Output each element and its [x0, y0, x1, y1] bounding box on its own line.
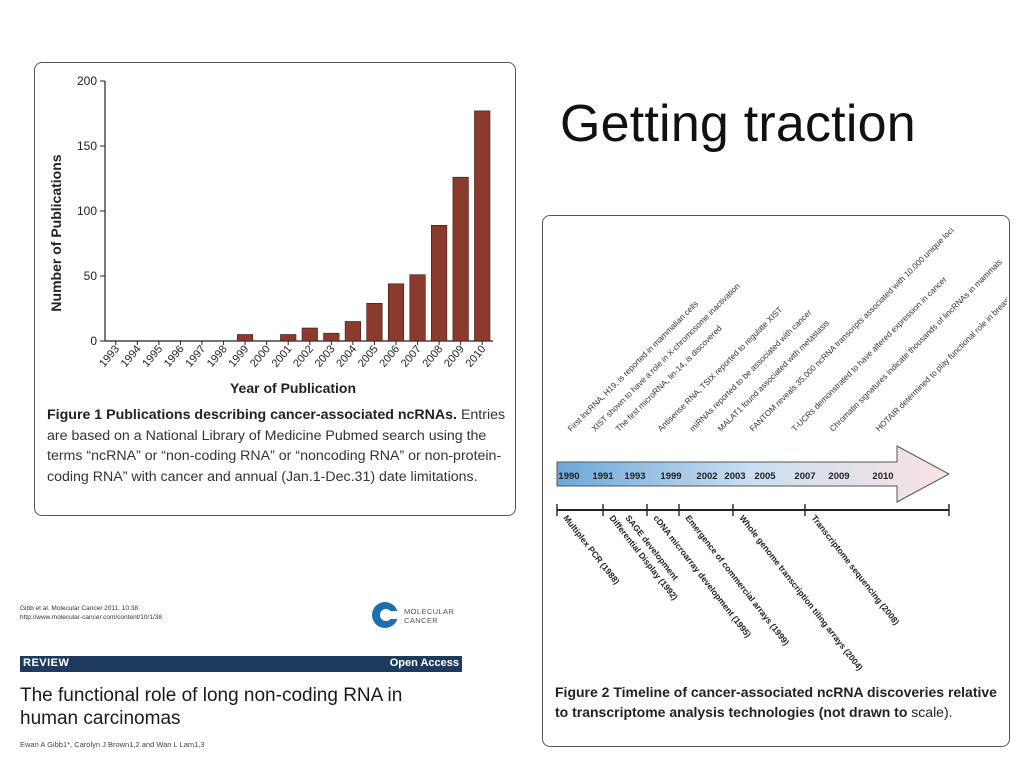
citation-line1: Gibb et al. Molecular Cancer 2011, 10:38	[20, 605, 139, 612]
journal-logo-icon	[372, 602, 400, 628]
bar-2006	[387, 283, 405, 342]
discovery-label: Chromatin signatures indicate thousands …	[828, 257, 1004, 433]
figure1-panel: Number of Publications Year of Publicati…	[34, 62, 516, 516]
timeline-year: 2007	[794, 471, 815, 482]
bar-2007	[409, 274, 426, 342]
timeline-discoveries: First lncRNA, H19, is reported in mammal…	[566, 226, 1007, 434]
y-axis-label: Number of Publications	[48, 154, 64, 311]
figure1-caption: Figure 1 Publications describing cancer-…	[47, 405, 507, 487]
y-tick-label: 100	[77, 204, 97, 218]
section-label: REVIEW	[23, 657, 70, 669]
x-tick-label: 2003	[313, 343, 338, 369]
x-tick-label: 2001	[270, 343, 295, 369]
bar-2010	[474, 110, 491, 342]
figure2-caption: Figure 2 Timeline of cancer-associated n…	[555, 682, 1003, 722]
x-tick-label: 1997	[183, 343, 208, 369]
timeline-year: 2005	[754, 471, 776, 482]
figure2-title: Timeline of cancer-associated ncRNA disc…	[555, 684, 997, 720]
article-title: The functional role of long non-coding R…	[20, 685, 403, 729]
journal-name-line1: MOLECULAR	[404, 607, 455, 616]
x-tick-label: 2000	[248, 343, 273, 369]
x-tick-label: 1996	[162, 343, 187, 369]
review-bar: REVIEW Open Access	[20, 656, 462, 672]
publications-bar-chart: Number of Publications Year of Publicati…	[48, 74, 493, 396]
bar-2003	[323, 332, 340, 342]
figure1-label: Figure 1	[47, 407, 103, 423]
x-tick-label: 2006	[377, 343, 402, 369]
bar-2004	[344, 321, 361, 342]
article-authors: Ewan A Gibb1*, Carolyn J Brown1,2 and Wa…	[20, 740, 205, 749]
x-tick-label: 2010	[464, 343, 489, 369]
bar-2002	[301, 327, 318, 342]
x-tick-label: 1995	[140, 343, 165, 369]
x-tick-label: 2005	[356, 343, 381, 369]
technology-label: Whole genome transcription tiling arrays…	[737, 513, 865, 672]
journal-name: MOLECULAR CANCER	[404, 607, 454, 625]
bar-2009	[452, 176, 469, 342]
timeline-arrow	[556, 445, 951, 503]
y-tick-label: 50	[84, 269, 98, 283]
discovery-label: miRNAs reported to be associated with ca…	[688, 308, 814, 434]
x-tick-label: 1999	[226, 343, 251, 369]
figure2-label: Figure 2	[555, 684, 610, 700]
bar-2005	[366, 303, 383, 342]
bar-2008	[431, 225, 448, 342]
x-axis-label: Year of Publication	[230, 380, 356, 396]
timeline-years: 1990 1991 1993 1999 2002 2003 2005 2007 2009 2010	[558, 471, 893, 482]
x-tick-label: 2008	[420, 343, 445, 369]
timeline-year: 2010	[872, 471, 893, 482]
journal-logo: MOLECULAR CANCER	[372, 600, 464, 632]
x-tick-label: 1994	[119, 343, 144, 369]
timeline-technologies: Multiplex PCR (1988)Differential Display…	[556, 504, 950, 672]
timeline-year: 1993	[624, 471, 645, 482]
chart-bars	[237, 110, 491, 342]
timeline-year: 1990	[558, 471, 579, 482]
bar-1999	[237, 334, 254, 342]
discovery-label: T-UCRs demonstrated to have altered expr…	[790, 275, 949, 434]
bar-2001	[280, 334, 297, 342]
citation: Gibb et al. Molecular Cancer 2011, 10:38…	[20, 604, 162, 622]
ncrna-timeline: 1990 1991 1993 1999 2002 2003 2005 2007 2009 2010…	[556, 226, 1007, 672]
figure2-title-end: scale).	[911, 704, 953, 720]
chart-x-ticks: 1993199419951996199719981999200020012002…	[97, 341, 489, 370]
figure1-text: Entries are based on a National Library …	[47, 407, 506, 485]
chart-y-ticks: 0 50 100 150 200	[77, 74, 105, 348]
x-tick-label: 2009	[442, 343, 467, 369]
x-tick-label: 2002	[291, 343, 316, 369]
slide-title: Getting traction	[560, 95, 916, 153]
timeline-year: 2003	[724, 471, 745, 482]
x-tick-label: 1998	[205, 343, 230, 369]
discovery-label: XIST shown to have a role in X-chromosom…	[590, 281, 742, 433]
x-tick-label: 2004	[334, 343, 359, 369]
timeline-year: 2009	[828, 471, 849, 482]
discovery-label: MALAT1 found associated with metastasis	[716, 318, 831, 433]
timeline-year: 1999	[660, 471, 681, 482]
x-tick-label: 2007	[399, 343, 424, 369]
journal-name-line2: CANCER	[404, 616, 439, 625]
timeline-year: 1991	[592, 471, 614, 482]
open-access-label: Open Access	[389, 657, 459, 669]
citation-url: http://www.molecular-cancer.com/content/…	[20, 614, 162, 621]
x-tick-label: 1993	[97, 343, 122, 369]
y-tick-label: 150	[77, 139, 97, 153]
y-tick-label: 200	[77, 74, 97, 88]
y-tick-label: 0	[90, 334, 97, 348]
figure2-panel: 1990 1991 1993 1999 2002 2003 2005 2007 2009 2010…	[542, 215, 1010, 747]
figure1-title: Publications describing cancer-associate…	[106, 407, 457, 423]
timeline-year: 2002	[696, 471, 717, 482]
article-header: Gibb et al. Molecular Cancer 2011, 10:38…	[20, 600, 464, 760]
technology-label: Transcriptome sequencing (2008)	[809, 513, 901, 627]
